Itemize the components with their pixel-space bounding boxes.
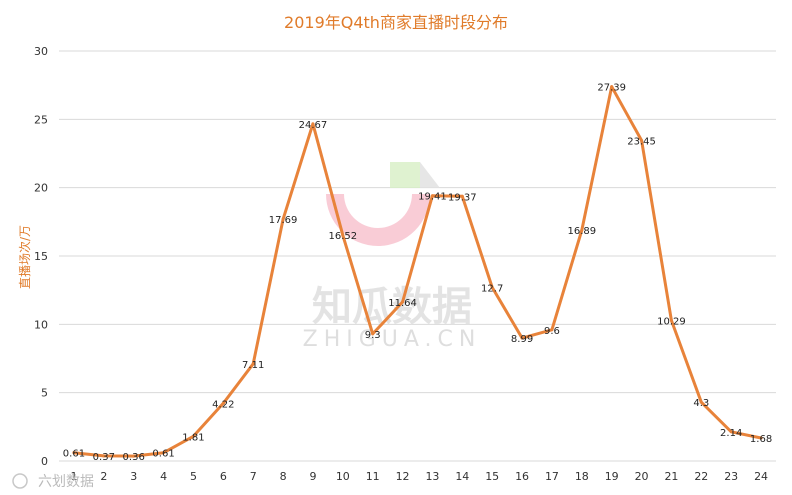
series-line-path	[72, 85, 763, 458]
y-tick-label: 0	[41, 455, 48, 468]
watermark-text: 知瓜数据	[312, 284, 472, 330]
x-tick-label: 22	[694, 470, 708, 483]
data-point	[311, 122, 315, 126]
data-point	[699, 400, 703, 404]
data-point	[72, 451, 76, 455]
y-tick-label: 20	[34, 182, 48, 195]
data-point	[132, 454, 136, 458]
x-tick-label: 12	[396, 470, 410, 483]
data-label: 9.6	[544, 326, 560, 337]
data-label: 0.36	[123, 452, 145, 463]
data-label: 12.7	[481, 283, 503, 294]
y-axis-label: 直播场次/万	[18, 225, 32, 289]
data-point	[640, 139, 644, 143]
watermark-logo-leaf	[390, 162, 420, 188]
data-label: 0.61	[152, 449, 174, 460]
data-labels: 0.61 0.37 0.36 0.61 1.81 4.22 7.11 17.69 24.67 16…	[63, 83, 772, 463]
x-tick-label: 15	[485, 470, 499, 483]
x-tick-label: 19	[605, 470, 619, 483]
data-label: 1.81	[182, 432, 204, 443]
watermark-subtext: ZHIGUA.CN	[303, 327, 482, 352]
data-label: 24.67	[299, 120, 328, 131]
x-tick-label: 13	[425, 470, 439, 483]
x-tick-label: 5	[190, 470, 197, 483]
data-point	[759, 436, 763, 440]
data-point	[550, 328, 554, 332]
x-tick-label: 8	[280, 470, 287, 483]
x-tick-label: 17	[545, 470, 559, 483]
data-point	[341, 233, 345, 237]
x-tick-label: 18	[575, 470, 589, 483]
data-point	[460, 194, 464, 198]
x-tick-label: 21	[664, 470, 678, 483]
data-label: 27.39	[597, 83, 626, 94]
x-tick-label: 4	[160, 470, 167, 483]
data-point	[162, 451, 166, 455]
data-point	[610, 85, 614, 89]
data-label: 8.99	[511, 334, 533, 345]
data-label: 19.41	[418, 192, 447, 203]
data-point	[430, 194, 434, 198]
watermark-logo-corner	[420, 162, 440, 188]
data-point	[251, 362, 255, 366]
x-tick-label: 1	[70, 470, 77, 483]
x-tick-label: 14	[455, 470, 469, 483]
data-label: 11.64	[388, 298, 417, 309]
data-label: 19.37	[448, 192, 477, 203]
data-point	[191, 434, 195, 438]
data-label: 16.52	[328, 231, 357, 242]
y-tick-label: 30	[34, 45, 48, 58]
data-label: 23.45	[627, 137, 656, 148]
gridlines	[59, 50, 776, 462]
data-label: 1.68	[750, 434, 772, 445]
y-tick-label: 25	[34, 113, 48, 126]
data-point	[580, 228, 584, 232]
data-point	[490, 285, 494, 289]
x-tick-label: 3	[130, 470, 137, 483]
corner-logo-icon	[12, 473, 28, 489]
x-tick-label: 7	[250, 470, 257, 483]
data-label: 10.29	[657, 316, 686, 327]
data-label: 0.61	[63, 449, 85, 460]
series-line	[72, 85, 763, 458]
data-label: 16.89	[567, 226, 596, 237]
y-tick-label: 15	[34, 250, 48, 263]
x-tick-label: 24	[754, 470, 768, 483]
x-tick-label: 16	[515, 470, 529, 483]
x-tick-label: 2	[100, 470, 107, 483]
data-label: 0.37	[93, 452, 115, 463]
data-label: 4.22	[212, 399, 234, 410]
data-point	[729, 430, 733, 434]
data-point	[401, 300, 405, 304]
data-label: 4.3	[693, 398, 709, 409]
y-axis-ticks: 0 5 10 15 20 25 30	[34, 45, 48, 468]
y-tick-label: 10	[34, 318, 48, 331]
x-tick-label: 23	[724, 470, 738, 483]
x-tick-label: 11	[366, 470, 380, 483]
watermark-logo-arc	[326, 194, 430, 246]
watermark: 知瓜数据 ZHIGUA.CN	[303, 162, 482, 352]
chart-title: 2019年Q4th商家直播时段分布	[284, 13, 508, 32]
data-point	[221, 401, 225, 405]
corner-watermark: 六划数据	[38, 474, 94, 490]
data-point	[669, 318, 673, 322]
data-label: 9.3	[365, 330, 381, 341]
x-tick-label: 20	[635, 470, 649, 483]
data-label: 17.69	[269, 215, 298, 226]
data-label: 2.14	[720, 428, 742, 439]
x-tick-label: 9	[309, 470, 316, 483]
x-axis-ticks: 1 2 3 4 5 6 7 8 9 10 11 12 13 14 15 16 17 18 19 20 21 22 23 24	[70, 470, 768, 483]
data-point	[281, 217, 285, 221]
data-point	[102, 454, 106, 458]
x-tick-label: 10	[336, 470, 350, 483]
data-point	[371, 332, 375, 336]
y-tick-label: 5	[41, 387, 48, 400]
data-label: 7.11	[242, 360, 264, 371]
x-tick-label: 6	[220, 470, 227, 483]
data-point	[520, 336, 524, 340]
